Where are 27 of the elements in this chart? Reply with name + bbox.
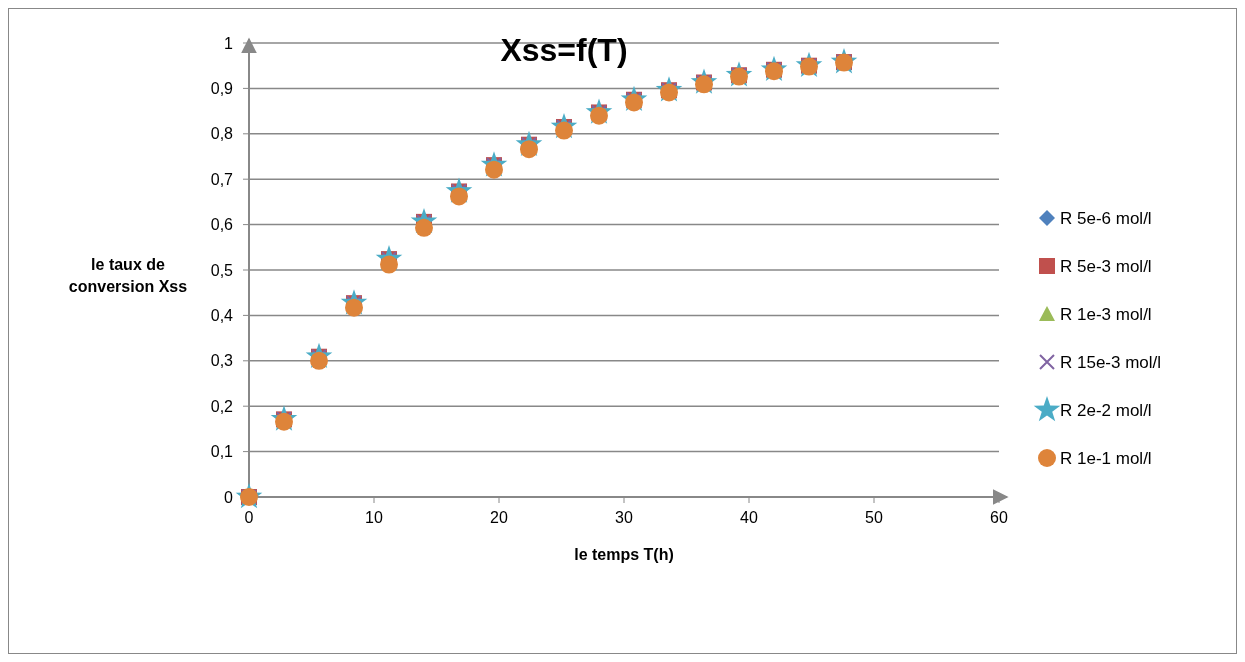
y-tick-label: 0,1 — [210, 443, 234, 461]
y-tick-label: 0,5 — [210, 261, 234, 279]
y-tick-label: 0,6 — [210, 216, 234, 234]
y-tick-label: 0,2 — [210, 397, 234, 415]
x-tick-label: 20 — [490, 509, 508, 526]
y-tick-label: 0 — [224, 488, 234, 506]
chart-title: Xss=f(T) — [500, 32, 628, 68]
y-axis-title: le taux de conversion Xss — [68, 256, 188, 295]
y-tick-label: 0,7 — [210, 170, 234, 188]
x-tick-label: 40 — [740, 509, 758, 526]
y-tick-label: 0,4 — [210, 307, 234, 324]
legend-label: R 5e-3 mol/l — [1060, 256, 1152, 276]
x-axis-title: le temps T(h) — [574, 546, 674, 563]
y-tick-label: 0,3 — [210, 352, 234, 370]
y-tick-label: 0,8 — [210, 125, 234, 143]
legend-label: R 15e-3 mol/l — [1060, 352, 1162, 372]
legend-label: R 1e-3 mol/l — [1060, 304, 1152, 324]
x-tick-label: 30 — [615, 509, 633, 526]
y-tick-label: 0,9 — [210, 80, 234, 97]
x-tick-label: 60 — [990, 509, 1008, 526]
legend-label: R 1e-1 mol/l — [1060, 448, 1152, 468]
x-tick-label: 0 — [244, 509, 254, 526]
legend-label: R 2e-2 mol/l — [1060, 400, 1152, 420]
y-tick-label: 1 — [224, 34, 234, 52]
legend-label: R 5e-6 mol/l — [1060, 208, 1152, 228]
x-tick-label: 50 — [865, 509, 883, 526]
x-tick-label: 10 — [365, 509, 383, 526]
